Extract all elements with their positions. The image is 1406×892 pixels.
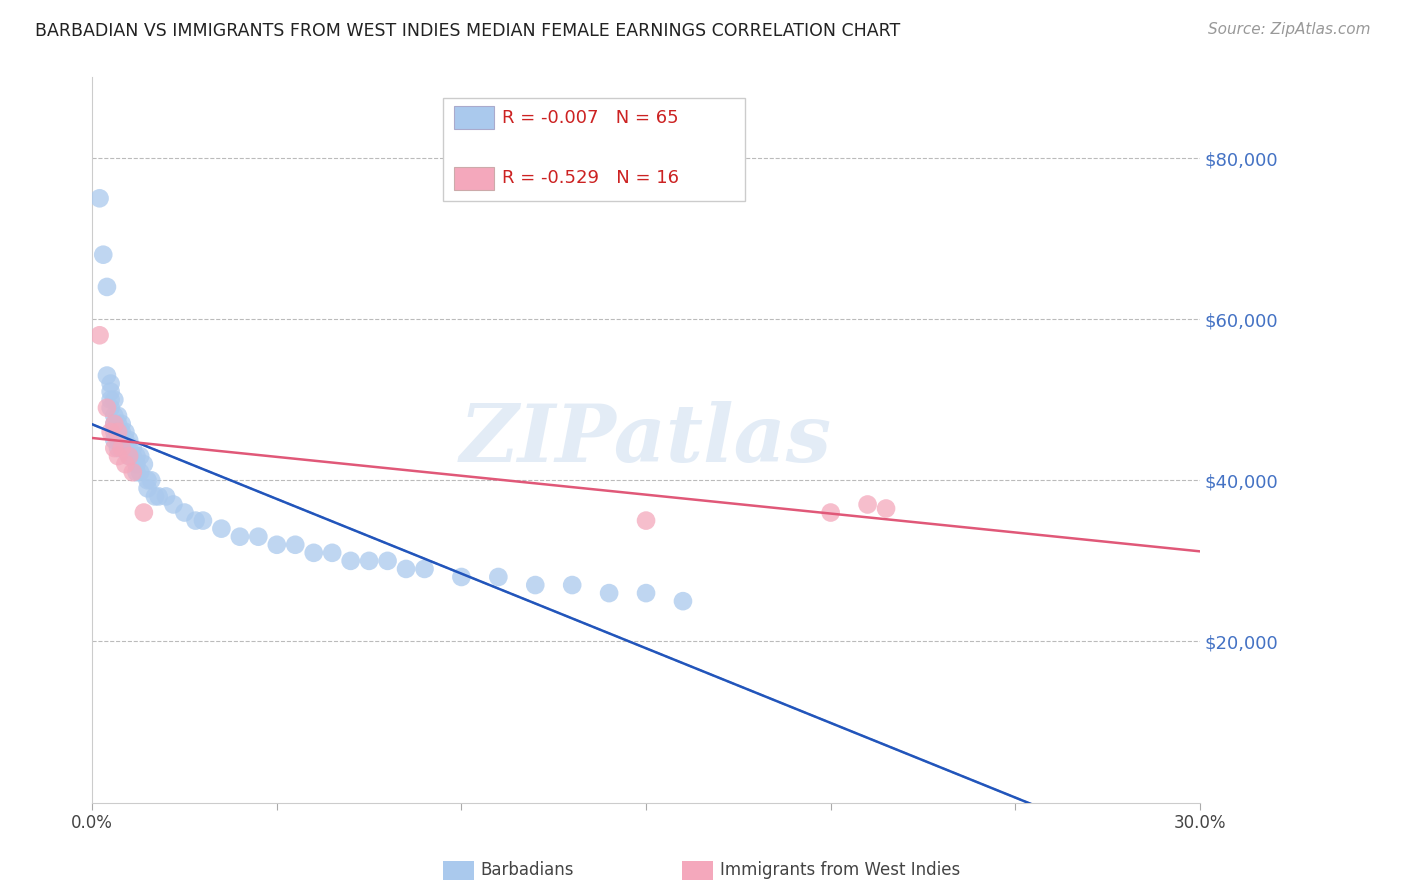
Point	[103, 417, 125, 431]
Point	[266, 538, 288, 552]
Point	[100, 384, 122, 399]
Point	[125, 457, 148, 471]
Text: R = -0.007   N = 65: R = -0.007 N = 65	[502, 109, 679, 127]
Point	[875, 501, 897, 516]
Point	[114, 433, 136, 447]
Point	[359, 554, 381, 568]
Point	[111, 417, 134, 431]
Point	[103, 433, 125, 447]
Point	[121, 449, 143, 463]
Point	[634, 514, 657, 528]
Point	[284, 538, 307, 552]
Point	[121, 465, 143, 479]
Point	[96, 401, 118, 415]
Point	[111, 425, 134, 439]
Point	[114, 441, 136, 455]
Point	[107, 441, 129, 455]
Point	[672, 594, 695, 608]
Point	[103, 441, 125, 455]
Point	[96, 280, 118, 294]
Point	[302, 546, 325, 560]
Point	[173, 506, 195, 520]
Point	[598, 586, 620, 600]
Point	[634, 586, 657, 600]
Text: Source: ZipAtlas.com: Source: ZipAtlas.com	[1208, 22, 1371, 37]
Point	[118, 449, 141, 463]
Point	[321, 546, 343, 560]
Point	[413, 562, 436, 576]
Point	[136, 481, 159, 495]
Point	[100, 376, 122, 391]
Point	[114, 457, 136, 471]
Point	[103, 417, 125, 431]
Point	[111, 433, 134, 447]
Text: ZIPatlas: ZIPatlas	[460, 401, 832, 479]
Point	[91, 248, 114, 262]
Point	[450, 570, 472, 584]
Point	[125, 465, 148, 479]
Point	[103, 425, 125, 439]
Point	[111, 441, 134, 455]
Point	[96, 368, 118, 383]
Point	[856, 498, 879, 512]
Point	[100, 392, 122, 407]
Point	[121, 441, 143, 455]
Point	[107, 425, 129, 439]
Point	[141, 473, 163, 487]
Text: Barbadians: Barbadians	[481, 861, 575, 879]
Point	[209, 522, 232, 536]
Point	[89, 328, 111, 343]
Point	[162, 498, 184, 512]
Point	[132, 506, 155, 520]
Point	[107, 417, 129, 431]
Point	[118, 449, 141, 463]
Point	[377, 554, 399, 568]
Point	[107, 425, 129, 439]
Point	[143, 490, 166, 504]
Point	[524, 578, 547, 592]
Point	[89, 191, 111, 205]
Point	[107, 409, 129, 423]
Point	[103, 392, 125, 407]
Point	[191, 514, 214, 528]
Point	[114, 425, 136, 439]
Point	[129, 465, 152, 479]
Text: Immigrants from West Indies: Immigrants from West Indies	[720, 861, 960, 879]
Text: R = -0.529   N = 16: R = -0.529 N = 16	[502, 169, 679, 187]
Point	[136, 473, 159, 487]
Point	[107, 433, 129, 447]
Point	[100, 425, 122, 439]
Point	[486, 570, 509, 584]
Point	[155, 490, 177, 504]
Point	[129, 449, 152, 463]
Point	[395, 562, 418, 576]
Text: BARBADIAN VS IMMIGRANTS FROM WEST INDIES MEDIAN FEMALE EARNINGS CORRELATION CHAR: BARBADIAN VS IMMIGRANTS FROM WEST INDIES…	[35, 22, 900, 40]
Point	[103, 409, 125, 423]
Point	[118, 441, 141, 455]
Point	[148, 490, 170, 504]
Point	[561, 578, 583, 592]
Point	[247, 530, 270, 544]
Point	[820, 506, 842, 520]
Point	[229, 530, 252, 544]
Point	[125, 449, 148, 463]
Point	[339, 554, 361, 568]
Point	[107, 449, 129, 463]
Point	[111, 441, 134, 455]
Point	[184, 514, 207, 528]
Point	[118, 433, 141, 447]
Point	[132, 457, 155, 471]
Point	[100, 401, 122, 415]
